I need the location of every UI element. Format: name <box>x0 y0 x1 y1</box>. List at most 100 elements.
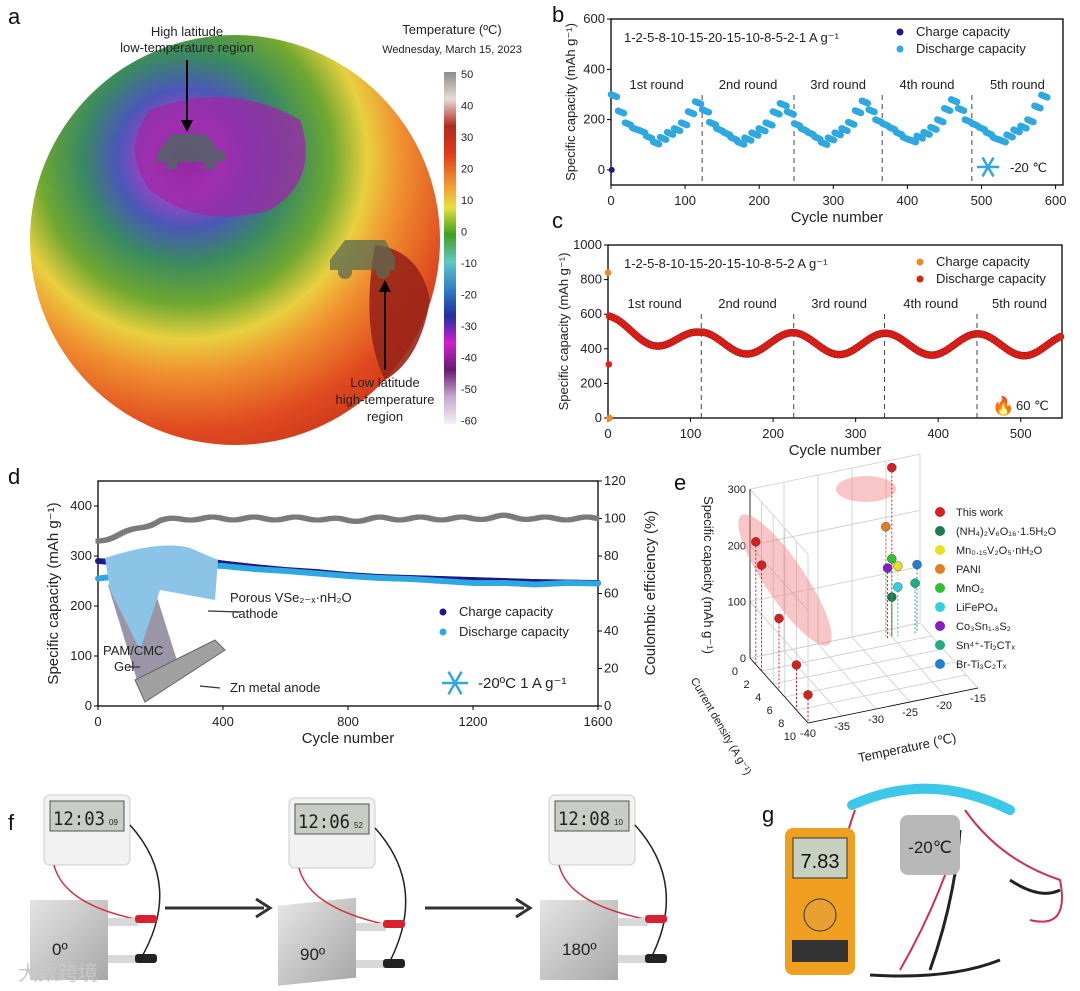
clock-time: 12:06 <box>298 811 350 833</box>
x-axis-label: Cycle number <box>791 209 884 226</box>
panel-label-c: c <box>552 208 563 233</box>
snowflake-arm <box>981 156 990 168</box>
clock-display <box>294 803 370 835</box>
discharge-point <box>776 110 783 118</box>
discharge-point <box>769 122 776 129</box>
x-tick-label: -30 <box>868 714 884 726</box>
tab <box>618 918 648 926</box>
black-wire <box>129 824 161 961</box>
colorbar-tick-label: -10 <box>461 258 477 270</box>
snowflake-arm <box>981 166 990 178</box>
x-tick-label: 800 <box>337 714 359 729</box>
red-clip <box>645 915 667 923</box>
y-tick-label: 400 <box>583 61 605 76</box>
map-date: Wednesday, March 15, 2023 <box>382 44 522 56</box>
arrow-right-icon <box>255 897 273 919</box>
plot-frame <box>610 18 1064 186</box>
round-label: 2nd round <box>718 296 777 311</box>
discharge-point <box>919 135 926 142</box>
colorbar-tick-label: -20 <box>461 290 477 302</box>
multimeter-dial <box>803 898 837 932</box>
discharge-point <box>857 109 865 117</box>
pouch-cell <box>540 900 618 980</box>
multimeter-display <box>792 837 848 879</box>
discharge-point <box>783 102 790 110</box>
y2-tick-label: 80 <box>604 548 618 563</box>
tab <box>108 955 138 963</box>
temperature-label: -20 ℃ <box>1010 160 1047 175</box>
x-tick-label: 100 <box>674 193 696 208</box>
bend-angle-label: 90º <box>300 945 325 964</box>
z-tick-label: 0 <box>740 653 746 665</box>
grid-line <box>784 661 955 698</box>
panel-g-photo: -20℃ 7.83 <box>785 783 1063 978</box>
discharge-point <box>1009 133 1016 141</box>
highlight-ellipse <box>836 476 896 502</box>
grid-line <box>749 622 921 659</box>
y-tick-label: 800 <box>580 272 602 287</box>
discharge-point <box>683 121 691 129</box>
y-tick-label: 600 <box>583 11 605 26</box>
z-axis-label: Specific capacity (mAh g⁻¹) <box>701 496 716 654</box>
watermark: 大数跨境 <box>18 962 98 985</box>
x-tick-label: -35 <box>834 721 850 733</box>
x-tick-label: 200 <box>748 193 770 208</box>
x-tick-label: 300 <box>845 426 867 441</box>
z-tick-label: 200 <box>728 540 746 552</box>
discharge-point <box>912 138 920 146</box>
x-tick-label: 500 <box>1010 426 1032 441</box>
panel-label-b: b <box>552 2 564 27</box>
legend-label: Sn⁴⁺-Ti₂CTₓ <box>956 640 1015 652</box>
x-tick-label: 500 <box>971 193 993 208</box>
y-tick-label: 200 <box>70 598 92 613</box>
y2-tick-label: 60 <box>604 586 618 601</box>
annotation-high-lat-1: High latitude <box>151 24 223 39</box>
discharge-point <box>1016 128 1023 136</box>
discharge-point <box>747 137 755 144</box>
x-tick-label: 0 <box>604 426 611 441</box>
discharge-point <box>697 100 705 108</box>
clock-seconds: 10 <box>614 818 623 827</box>
arrowhead-icon <box>379 280 391 292</box>
multimeter-reading: 7.83 <box>801 851 840 873</box>
data-point <box>887 462 897 473</box>
legend-marker <box>916 275 924 283</box>
y-tick-label: 300 <box>70 548 92 563</box>
discharge-point <box>1023 125 1030 132</box>
legend-label: Charge capacity <box>936 254 1030 269</box>
legend-marker <box>439 628 447 636</box>
y-axis-label: Specific capacity (mAh g⁻¹) <box>563 23 578 181</box>
colorbar-tick-label: 50 <box>461 69 473 81</box>
cathode-layer <box>105 545 218 650</box>
discharge-point <box>676 127 684 135</box>
colorbar-tick-label: -40 <box>461 353 477 365</box>
y2-tick-label: 120 <box>604 473 626 488</box>
pouch-cell <box>30 900 108 980</box>
y-tick-label: 600 <box>580 306 602 321</box>
charge-point <box>608 166 615 173</box>
bend-angle-label: 180º <box>562 940 597 959</box>
x-tick-label: -25 <box>902 707 918 719</box>
legend-label: MnO₂ <box>956 583 984 595</box>
snowflake-arm <box>447 671 457 684</box>
grid-line <box>749 488 809 555</box>
y-tick-label: 6 <box>767 705 773 717</box>
data-point <box>893 582 903 592</box>
clock-seconds: 52 <box>354 821 363 830</box>
y-tick-label: 400 <box>580 341 602 356</box>
discharge-point <box>669 131 677 138</box>
panel-label-d: d <box>8 464 20 489</box>
clock-time: 12:03 <box>53 808 105 830</box>
y-tick-label: 2 <box>743 679 749 691</box>
legend-label: Discharge capacity <box>916 41 1026 56</box>
x-tick-label: -15 <box>970 693 986 705</box>
y-tick-label: 0 <box>732 666 738 678</box>
x-tick-label: 600 <box>1045 193 1067 208</box>
y-axis-label: Specific capacity (mAh g⁻¹) <box>556 253 571 411</box>
discharge-point <box>613 93 621 101</box>
legend-label: This work <box>956 507 1004 519</box>
ice-cube-cell <box>900 815 960 875</box>
discharge-point <box>1030 118 1037 126</box>
round-label: 4th round <box>900 77 955 92</box>
